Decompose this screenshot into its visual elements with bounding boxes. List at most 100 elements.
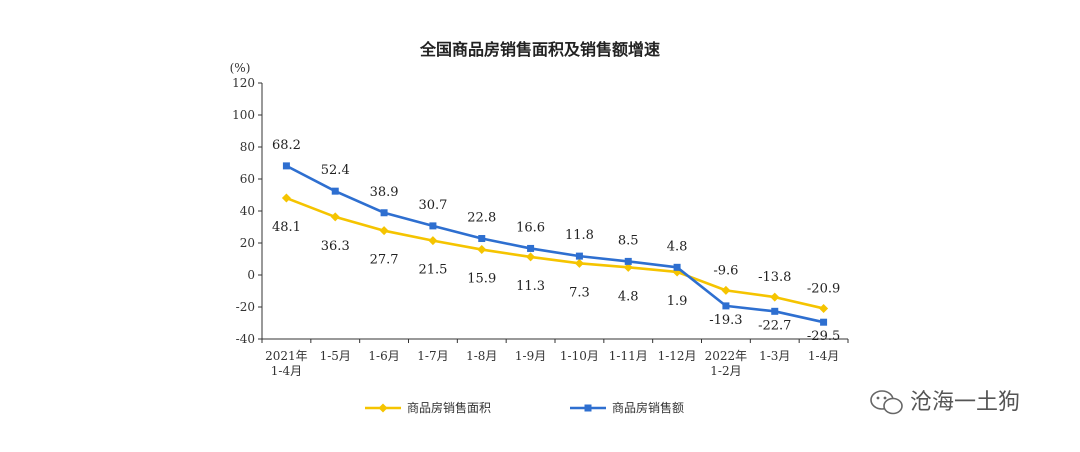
x-tick-label: 1-9月 [515,349,546,363]
legend-label: 商品房销售面积 [407,400,491,415]
data-label: 21.5 [418,263,447,278]
data-label: 16.6 [516,220,545,235]
watermark: 沧海一土狗 [870,390,1020,415]
y-tick-label: 80 [240,140,255,154]
data-label: 27.7 [370,253,399,268]
data-label: -9.6 [713,263,738,278]
y-axis-unit: (%) [230,61,251,75]
x-tick-label: 1-11月 [609,349,648,363]
x-tick-label: 1-4月 [808,349,839,363]
legend-label: 商品房销售额 [612,400,684,415]
data-point [330,212,340,222]
data-point [721,285,731,295]
x-tick-label-line: 1-6月 [368,349,399,363]
series-line [285,196,824,310]
data-point [771,307,779,315]
data-label: 15.9 [467,272,496,287]
x-tick-label: 1-5月 [320,349,351,363]
data-label: -20.9 [807,281,840,296]
x-tick-label-line: 1-11月 [609,349,648,363]
data-label: 38.9 [370,185,399,200]
series-sales-amount: 68.2 52.4 38.9 30.7 22.8 16.6 11.8 8.5 4.8 -19.3 -… [272,138,840,344]
data-point [770,292,780,302]
data-point [281,193,291,203]
x-tick-label-line: 1-2月 [710,364,741,378]
x-tick-label: 2021年 1-4月 [265,349,308,378]
x-tick-label-line: 1-3月 [759,349,790,363]
x-tick-label-line: 1-8月 [466,349,497,363]
data-label: 1.9 [667,294,688,309]
series-line [285,164,824,324]
data-label: 8.5 [618,233,639,248]
series-layer: 48.1 36.3 27.7 21.5 15.9 11.3 7.3 4.8 1.9 -9.6 -13… [272,138,840,344]
legend-item: 商品房销售额 [570,400,684,415]
legend-item: 商品房销售面积 [365,400,491,415]
x-tick-label: 1-8月 [466,349,497,363]
data-label: 30.7 [418,198,447,213]
data-point [331,187,339,195]
x-tick-label: 1-10月 [560,349,599,363]
x-tick-label-line: 1-9月 [515,349,546,363]
data-point [428,236,438,246]
data-point [820,318,828,326]
y-tick-label: 100 [232,108,255,122]
x-tick-label-line: 1-4月 [808,349,839,363]
data-point [477,245,487,255]
data-point [282,162,290,170]
data-point [575,252,583,260]
data-label: 22.8 [467,211,496,226]
wechat-icon [870,390,903,415]
data-label: 11.8 [565,228,594,243]
series-sales-area: 48.1 36.3 27.7 21.5 15.9 11.3 7.3 4.8 1.9 -9.6 -13… [272,193,840,313]
data-point [527,244,535,252]
data-label: -13.8 [758,270,791,285]
data-point [380,209,388,217]
x-tick-label: 2022年 1-2月 [705,349,748,378]
y-tick-label: -20 [236,300,255,314]
data-point [624,257,632,265]
x-tick-label-line: 1-4月 [271,364,302,378]
y-tick-label: 20 [240,236,255,250]
data-point [623,262,633,272]
data-point [819,303,829,313]
data-label: 52.4 [321,163,350,178]
data-label: 36.3 [321,239,350,254]
data-label: 4.8 [618,289,639,304]
data-point [673,263,681,271]
data-point [429,222,437,230]
x-tick-label-line: 2021年 [265,349,308,363]
x-tick-label: 1-6月 [368,349,399,363]
x-tick-label: 1-7月 [417,349,448,363]
y-tick-label: -40 [236,332,255,346]
legend-marker [584,404,592,412]
x-tick-label-line: 1-12月 [658,349,697,363]
data-point [574,258,584,268]
y-tick-label: 60 [240,172,255,186]
data-label: 11.3 [516,279,545,294]
x-tick-label-line: 1-5月 [320,349,351,363]
data-label: -29.5 [807,329,840,344]
data-point [379,226,389,236]
x-tick-label: 1-12月 [658,349,697,363]
data-label: -19.3 [709,313,742,328]
data-point [526,252,536,262]
data-label: -22.7 [758,318,791,333]
data-label: 7.3 [569,285,590,300]
legend: 商品房销售面积 商品房销售额 [365,400,684,415]
data-label: 48.1 [272,220,301,235]
y-tick-label: 0 [247,268,255,282]
x-tick-label: 1-3月 [759,349,790,363]
y-tick-label: 120 [232,76,255,90]
legend-marker [378,403,388,413]
data-point [722,302,730,310]
data-label: 68.2 [272,138,301,153]
x-tick-label-line: 1-7月 [417,349,448,363]
y-tick-label: 40 [240,204,255,218]
chart-title: 全国商品房销售面积及销售额增速 [419,40,660,59]
data-point [478,235,486,243]
x-tick-label-line: 2022年 [705,349,748,363]
data-label: 4.8 [667,239,688,254]
